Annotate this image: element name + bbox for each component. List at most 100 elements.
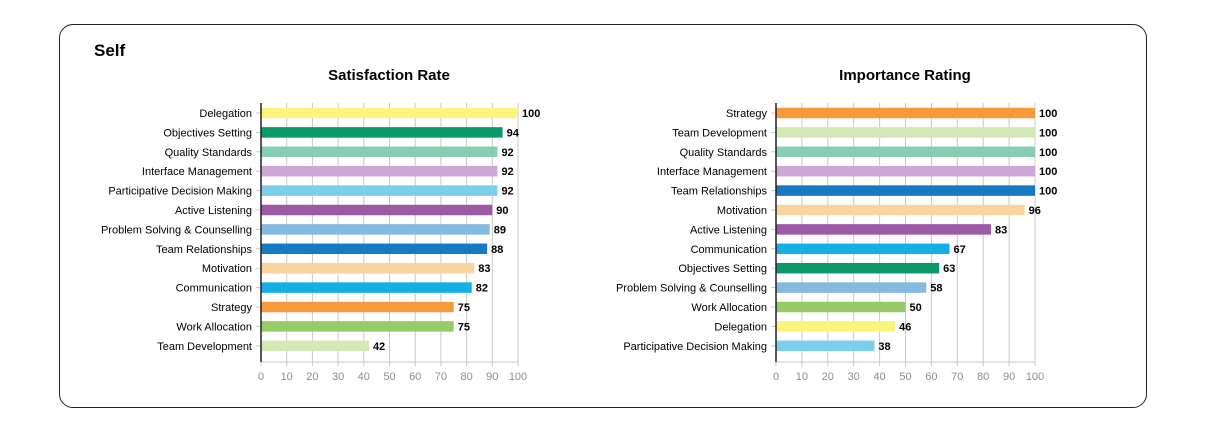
bar xyxy=(261,107,518,119)
bar xyxy=(776,262,940,274)
category-label: Interface Management xyxy=(657,166,767,178)
category-label: Communication xyxy=(691,244,767,256)
data-label: 83 xyxy=(478,263,490,275)
category-label: Team Relationships xyxy=(671,186,767,198)
bar xyxy=(776,204,1025,216)
data-label: 46 xyxy=(899,321,911,333)
data-label: 88 xyxy=(491,244,503,256)
data-label: 100 xyxy=(1039,186,1057,198)
data-label: 50 xyxy=(910,302,922,314)
chart-title: Importance Rating xyxy=(839,67,971,84)
bar xyxy=(261,127,503,138)
category-label: Problem Solving & Counselling xyxy=(101,224,252,236)
category-label: Active Listening xyxy=(690,224,767,236)
category-label: Work Allocation xyxy=(176,321,252,333)
data-label: 83 xyxy=(995,224,1007,236)
data-label: 92 xyxy=(501,147,513,159)
category-label: Delegation xyxy=(199,108,252,120)
chart-title: Satisfaction Rate xyxy=(328,67,450,84)
data-label: 92 xyxy=(501,186,513,198)
data-label: 100 xyxy=(522,108,540,120)
category-label: Motivation xyxy=(717,205,767,217)
data-label: 96 xyxy=(1029,205,1041,217)
category-label: Team Relationships xyxy=(156,244,252,256)
x-tick-label: 60 xyxy=(409,371,421,383)
bar xyxy=(776,224,991,235)
data-label: 94 xyxy=(507,127,520,139)
bar xyxy=(261,165,498,177)
data-label: 58 xyxy=(930,283,942,295)
bar xyxy=(776,146,1035,158)
category-label: Quality Standards xyxy=(680,147,768,159)
category-label: Interface Management xyxy=(142,166,252,178)
bar xyxy=(776,340,875,352)
x-tick-label: 40 xyxy=(873,371,885,383)
data-label: 100 xyxy=(1039,147,1057,159)
category-label: Communication xyxy=(176,283,252,295)
category-label: Objectives Setting xyxy=(163,127,252,139)
category-label: Strategy xyxy=(726,108,767,120)
x-tick-label: 30 xyxy=(332,371,344,383)
data-label: 82 xyxy=(476,283,488,295)
bar xyxy=(261,340,369,352)
self-panel: Self xyxy=(59,24,1147,408)
x-tick-label: 20 xyxy=(822,371,834,383)
category-label: Work Allocation xyxy=(691,302,767,314)
bar xyxy=(776,282,927,293)
data-label: 89 xyxy=(494,224,506,236)
x-tick-label: 90 xyxy=(1003,371,1015,383)
x-tick-label: 20 xyxy=(306,371,318,383)
x-tick-label: 50 xyxy=(899,371,911,383)
x-tick-label: 0 xyxy=(258,371,264,383)
x-tick-label: 80 xyxy=(977,371,989,383)
data-label: 63 xyxy=(943,263,955,275)
data-label: 100 xyxy=(1039,166,1057,178)
data-label: 100 xyxy=(1039,127,1057,139)
bar xyxy=(776,165,1035,177)
bar xyxy=(261,301,454,313)
panel-title: Self xyxy=(94,41,126,60)
category-label: Active Listening xyxy=(175,205,252,217)
x-tick-label: 70 xyxy=(435,371,447,383)
x-tick-label: 40 xyxy=(358,371,370,383)
x-tick-label: 10 xyxy=(281,371,293,383)
category-label: Team Development xyxy=(672,127,767,139)
bar xyxy=(776,321,896,332)
x-tick-label: 100 xyxy=(509,371,527,383)
category-label: Motivation xyxy=(202,263,252,275)
bar xyxy=(261,282,472,293)
bar xyxy=(261,185,498,196)
data-label: 75 xyxy=(458,321,470,333)
x-tick-label: 10 xyxy=(796,371,808,383)
bar xyxy=(261,262,475,274)
category-label: Delegation xyxy=(714,321,767,333)
x-tick-label: 90 xyxy=(486,371,498,383)
category-label: Strategy xyxy=(211,302,252,314)
bar xyxy=(261,321,454,332)
data-label: 42 xyxy=(373,341,385,353)
bar xyxy=(261,204,493,216)
x-tick-label: 50 xyxy=(383,371,395,383)
x-tick-label: 0 xyxy=(773,371,779,383)
data-label: 75 xyxy=(458,302,470,314)
data-label: 100 xyxy=(1039,108,1057,120)
x-tick-label: 30 xyxy=(848,371,860,383)
bar xyxy=(776,185,1035,196)
x-tick-label: 70 xyxy=(951,371,963,383)
data-label: 90 xyxy=(496,205,508,217)
x-tick-label: 80 xyxy=(460,371,472,383)
bar xyxy=(261,146,498,158)
bar xyxy=(261,243,488,255)
data-label: 92 xyxy=(501,166,513,178)
data-label: 67 xyxy=(954,244,966,256)
x-tick-label: 60 xyxy=(925,371,937,383)
category-label: Participative Decision Making xyxy=(108,186,252,198)
category-label: Team Development xyxy=(157,341,252,353)
category-label: Problem Solving & Counselling xyxy=(616,283,767,295)
bar xyxy=(776,301,906,313)
data-label: 38 xyxy=(878,341,890,353)
x-tick-label: 100 xyxy=(1026,371,1044,383)
bar xyxy=(776,243,950,255)
